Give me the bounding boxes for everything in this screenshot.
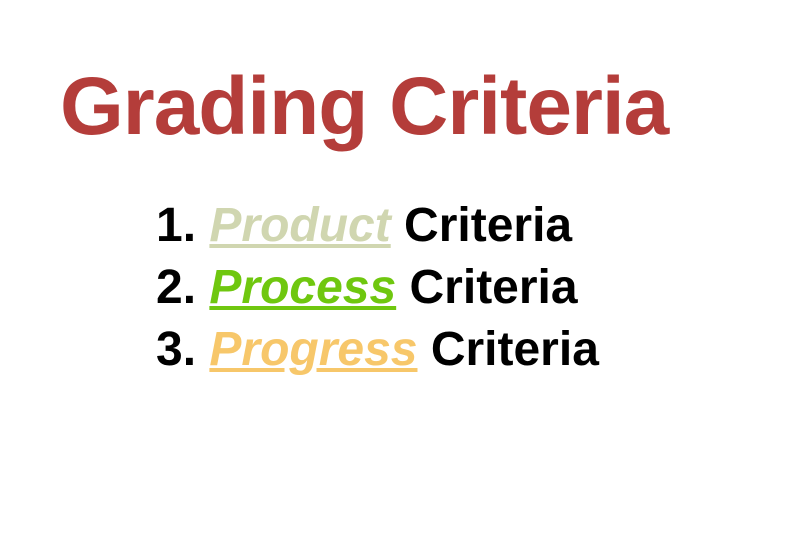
item-emphasis: Product <box>209 199 390 252</box>
list-item: 2. Process Criteria <box>156 258 810 318</box>
list-item: 1. Product Criteria <box>156 196 810 256</box>
item-suffix: Criteria <box>417 323 598 376</box>
item-emphasis: Progress <box>209 323 417 376</box>
list-item: 3. Progress Criteria <box>156 320 810 380</box>
slide-container: Grading Criteria 1. Product Criteria 2. … <box>0 0 810 540</box>
criteria-list: 1. Product Criteria 2. Process Criteria … <box>156 196 810 380</box>
item-number: 3. <box>156 323 209 376</box>
item-emphasis: Process <box>209 261 396 314</box>
item-suffix: Criteria <box>391 199 572 252</box>
item-number: 2. <box>156 261 209 314</box>
item-suffix: Criteria <box>396 261 577 314</box>
slide-title: Grading Criteria <box>60 60 810 154</box>
item-number: 1. <box>156 199 209 252</box>
